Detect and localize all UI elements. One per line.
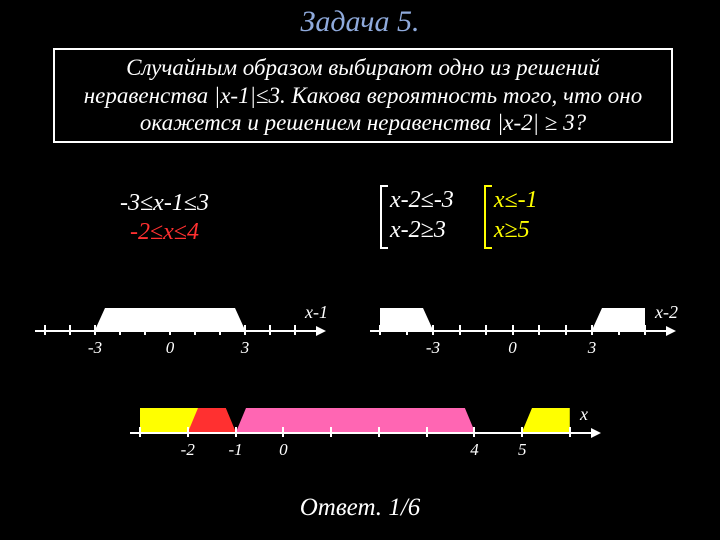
number-line-x: 0 4 5 -2 -1 х: [130, 400, 605, 475]
tick: [569, 427, 571, 437]
axis-line: [370, 330, 668, 332]
axis-label: х: [580, 404, 588, 425]
tick: [538, 325, 540, 335]
tick: [194, 325, 196, 335]
arrow-icon: [591, 428, 601, 438]
tick: [591, 325, 593, 335]
bracket-icon: [380, 185, 388, 249]
tick-label: 0: [279, 440, 288, 460]
tick: [69, 325, 71, 335]
tick: [379, 325, 381, 335]
arrow-icon: [666, 326, 676, 336]
answer-label: Ответ.: [300, 494, 382, 521]
tick: [644, 325, 646, 335]
tick: [244, 325, 246, 335]
tick: [169, 325, 171, 335]
problem-statement: Случайным образом выбирают одно из решен…: [53, 48, 673, 143]
system-column-1: х-2≤-3 х-2≥3: [380, 185, 454, 245]
tick: [618, 325, 620, 335]
tick: [44, 325, 46, 335]
sys1-line1: х-2≤-3: [390, 185, 454, 215]
tick: [473, 427, 475, 437]
tick: [485, 325, 487, 335]
tick: [565, 325, 567, 335]
tick: [269, 325, 271, 335]
tick: [294, 325, 296, 335]
tick: [187, 427, 189, 437]
tick-label: 3: [588, 338, 597, 358]
tick: [144, 325, 146, 335]
ineq-left-line1: -3≤х-1≤3: [120, 190, 209, 217]
inequality-right-block: х-2≤-3 х-2≥3 х≤-1 х≥5: [380, 185, 538, 245]
tick: [406, 325, 408, 335]
tick-label: -2: [181, 440, 195, 460]
tick: [219, 325, 221, 335]
ineq-left-line2: -2≤х≤4: [120, 219, 209, 246]
inequality-left-block: -3≤х-1≤3 -2≤х≤4: [120, 190, 209, 246]
tick: [426, 427, 428, 437]
tick: [378, 427, 380, 437]
tick: [512, 325, 514, 335]
axis-label: х-1: [305, 302, 328, 323]
sys2-line2: х≥5: [494, 215, 538, 245]
axis-line: [35, 330, 318, 332]
title: Задача 5.: [0, 5, 720, 39]
bracket-icon: [484, 185, 492, 249]
tick: [459, 325, 461, 335]
tick: [139, 427, 141, 437]
tick: [330, 427, 332, 437]
tick-label: -3: [88, 338, 102, 358]
arrow-icon: [316, 326, 326, 336]
number-line-x-minus-2: 0 3 -3 х-2: [370, 300, 680, 370]
tick: [521, 427, 523, 437]
answer-value: 1/6: [388, 494, 420, 521]
sys2-line1: х≤-1: [494, 185, 538, 215]
tick-label: 4: [470, 440, 479, 460]
axis-line: [130, 432, 593, 434]
tick-label: 5: [518, 440, 527, 460]
tick: [235, 427, 237, 437]
number-line-x-minus-1: 0 3 -3 х-1: [35, 300, 330, 370]
tick-label: 3: [241, 338, 250, 358]
tick-label: -3: [426, 338, 440, 358]
system-column-2: х≤-1 х≥5: [484, 185, 538, 245]
tick: [282, 427, 284, 437]
tick: [432, 325, 434, 335]
answer: Ответ. 1/6: [0, 494, 720, 522]
tick: [94, 325, 96, 335]
tick-label: -1: [228, 440, 242, 460]
sys1-line2: х-2≥3: [390, 215, 454, 245]
axis-label: х-2: [655, 302, 678, 323]
tick: [119, 325, 121, 335]
tick-label: 0: [508, 338, 517, 358]
tick-label: 0: [166, 338, 175, 358]
